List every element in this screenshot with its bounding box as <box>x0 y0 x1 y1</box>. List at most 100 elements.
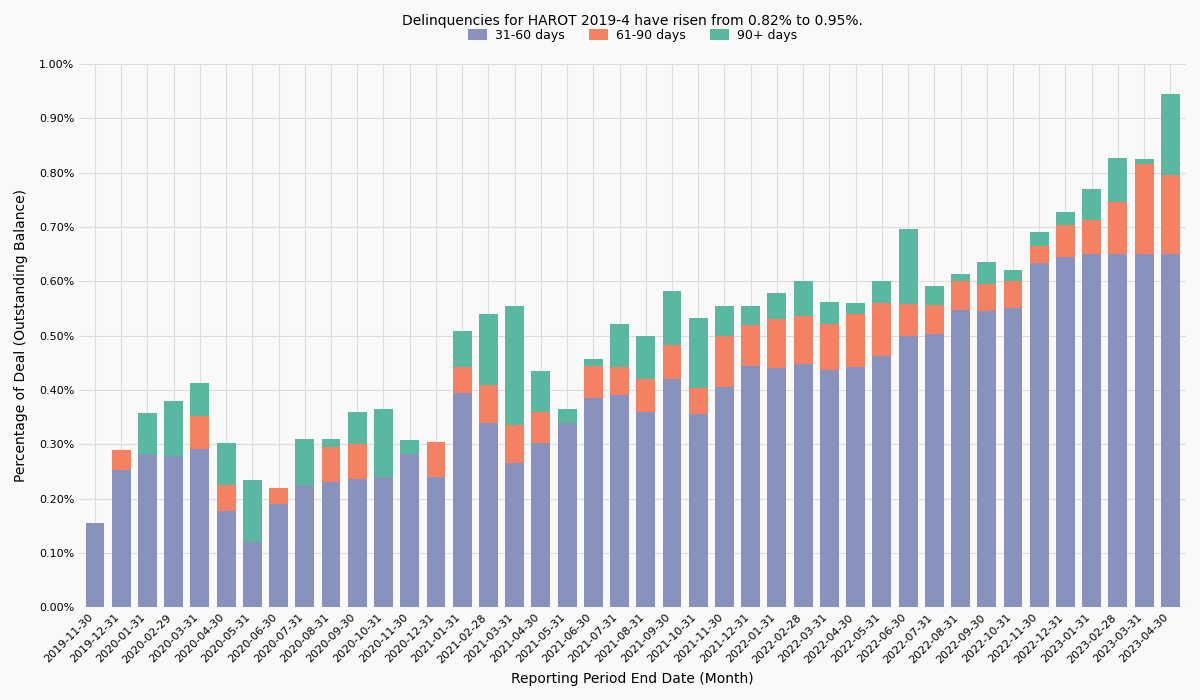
Bar <box>479 314 498 384</box>
Bar <box>1003 270 1022 281</box>
Bar <box>793 281 812 316</box>
Bar <box>742 325 760 365</box>
Bar <box>322 439 341 447</box>
Bar <box>925 334 943 608</box>
Bar <box>112 450 131 470</box>
Bar <box>715 387 734 608</box>
Bar <box>348 479 367 608</box>
Bar <box>1056 211 1075 225</box>
Bar <box>584 365 602 398</box>
Bar <box>1109 158 1127 202</box>
Bar <box>977 262 996 284</box>
Bar <box>636 379 655 412</box>
Bar <box>532 442 551 608</box>
Bar <box>558 409 576 423</box>
Bar <box>401 454 419 608</box>
Legend: 31-60 days, 61-90 days, 90+ days: 31-60 days, 61-90 days, 90+ days <box>463 24 802 47</box>
Bar <box>505 463 524 608</box>
Bar <box>1135 254 1153 608</box>
Bar <box>768 293 786 319</box>
Bar <box>191 384 209 416</box>
Bar <box>899 335 918 608</box>
Bar <box>479 384 498 423</box>
Bar <box>610 367 629 395</box>
Bar <box>217 485 235 511</box>
Bar <box>426 477 445 608</box>
Bar <box>768 319 786 368</box>
Bar <box>925 305 943 334</box>
Bar <box>689 318 708 388</box>
Bar <box>374 477 392 608</box>
Bar <box>742 365 760 608</box>
Bar <box>952 309 970 608</box>
Bar <box>295 485 314 608</box>
Bar <box>452 393 472 608</box>
Bar <box>977 311 996 608</box>
Bar <box>112 470 131 608</box>
Bar <box>374 409 392 477</box>
Bar <box>793 316 812 364</box>
Bar <box>952 281 970 309</box>
Bar <box>1030 263 1049 608</box>
Bar <box>401 440 419 454</box>
Bar <box>479 423 498 608</box>
Title: Delinquencies for HAROT 2019-4 have risen from 0.82% to 0.95%.: Delinquencies for HAROT 2019-4 have rise… <box>402 14 863 28</box>
Bar <box>322 447 341 482</box>
Bar <box>977 284 996 311</box>
Bar <box>610 395 629 608</box>
Bar <box>1056 257 1075 608</box>
Bar <box>820 370 839 608</box>
Bar <box>295 439 314 485</box>
Bar <box>872 356 892 608</box>
Bar <box>610 323 629 367</box>
Bar <box>322 482 341 608</box>
Bar <box>1082 254 1102 608</box>
Bar <box>85 523 104 608</box>
Bar <box>1135 164 1153 254</box>
Bar <box>1160 175 1180 254</box>
Bar <box>164 401 184 456</box>
Bar <box>584 398 602 608</box>
Bar <box>689 389 708 414</box>
Y-axis label: Percentage of Deal (Outstanding Balance): Percentage of Deal (Outstanding Balance) <box>14 189 28 482</box>
Bar <box>191 416 209 449</box>
Bar <box>584 359 602 365</box>
Bar <box>1082 220 1102 254</box>
Bar <box>532 412 551 442</box>
Bar <box>505 426 524 463</box>
Bar <box>846 303 865 314</box>
Bar <box>768 368 786 608</box>
Bar <box>217 443 235 485</box>
Bar <box>715 306 734 335</box>
Bar <box>426 442 445 477</box>
Bar <box>872 281 892 303</box>
Bar <box>348 444 367 479</box>
Bar <box>742 306 760 325</box>
Bar <box>899 304 918 335</box>
X-axis label: Reporting Period End Date (Month): Reporting Period End Date (Month) <box>511 672 754 686</box>
Bar <box>793 364 812 608</box>
Bar <box>1003 281 1022 309</box>
Bar <box>662 291 682 345</box>
Bar <box>1030 246 1049 263</box>
Bar <box>1109 254 1127 608</box>
Bar <box>269 488 288 504</box>
Bar <box>846 314 865 367</box>
Bar <box>138 454 157 608</box>
Bar <box>191 449 209 608</box>
Bar <box>242 542 262 608</box>
Bar <box>820 323 839 370</box>
Bar <box>1030 232 1049 246</box>
Bar <box>952 274 970 281</box>
Bar <box>1160 94 1180 175</box>
Bar <box>820 302 839 323</box>
Bar <box>715 335 734 387</box>
Bar <box>1160 254 1180 608</box>
Bar <box>1056 225 1075 257</box>
Bar <box>452 331 472 367</box>
Bar <box>242 480 262 542</box>
Bar <box>1135 159 1153 164</box>
Bar <box>662 345 682 379</box>
Bar <box>1003 309 1022 608</box>
Bar <box>452 367 472 393</box>
